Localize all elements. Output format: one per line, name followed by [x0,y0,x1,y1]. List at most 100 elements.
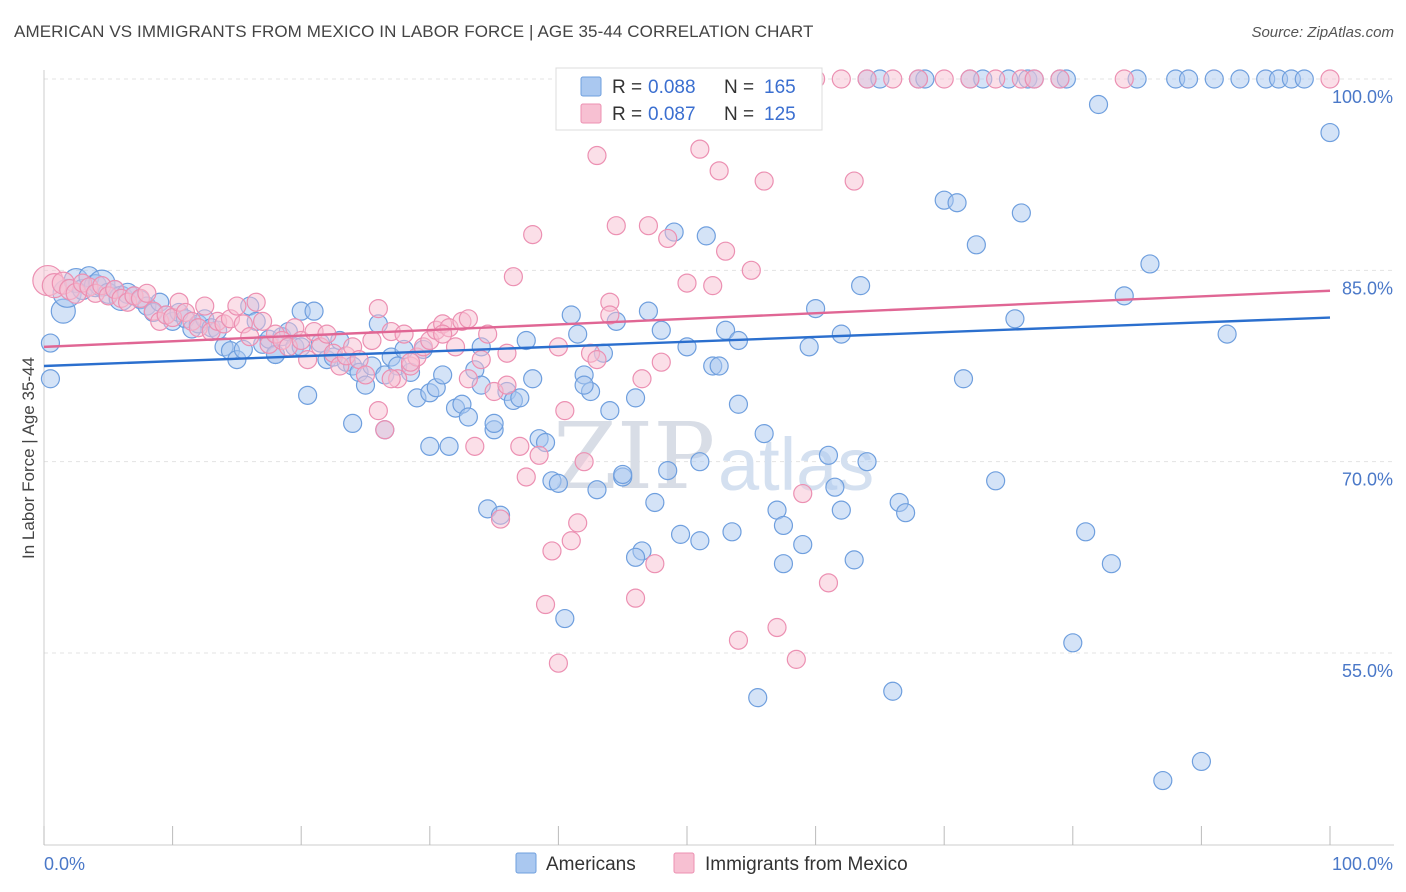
americans-point-103 [722,522,742,542]
legend-series-swatch-mexico [673,852,695,874]
mexico-point-24 [195,296,215,316]
legend-r-value-americans: 0.088 [648,77,696,98]
mexico-point-102 [715,241,736,261]
americans-point-0 [40,369,61,389]
americans-point-141 [1076,522,1096,542]
mexico-point-113 [831,69,851,89]
americans-point-128 [953,369,974,389]
mexico-point-74 [516,467,536,487]
mexico-points [32,69,1340,673]
mexico-point-119 [960,69,980,89]
mexico-point-15 [137,283,157,303]
legend-r-label-mexico: R = [612,104,642,125]
americans-point-113 [805,299,826,319]
legend-swatch-mexico [580,103,602,124]
americans-point-73 [510,388,530,408]
chart-source: Source: ZipAtlas.com [1251,24,1394,41]
mexico-point-124 [1114,69,1134,89]
mexico-point-49 [355,365,376,385]
americans-point-80 [561,305,581,325]
mexico-point-77 [535,594,556,615]
americans-point-132 [986,471,1006,491]
americans-point-106 [748,688,768,708]
mexico-point-81 [561,531,581,551]
americans-point-84 [587,480,607,500]
americans-point-163 [690,452,710,472]
axes [43,70,1394,846]
x-tick-label-min: 0.0% [44,854,85,874]
mexico-point-114 [844,171,864,191]
americans-point-114 [818,445,839,465]
americans-point-171 [516,330,536,351]
y-tick-label-1: 70.0% [1342,470,1393,490]
americans-point-146 [1140,254,1160,274]
legend-n-value-mexico: 125 [764,104,796,125]
americans-point-144 [1114,286,1134,306]
mexico-point-134 [368,299,388,319]
mexico-point-120 [986,69,1006,89]
americans-point-152 [1217,324,1237,344]
americans-point-109 [773,515,794,536]
y-tick-labels: 55.0% 70.0% 85.0% 100.0% [1332,87,1393,681]
americans-point-86 [600,401,620,421]
mexico-point-72 [503,267,523,287]
americans-point-98 [690,531,710,551]
trend-lines [43,289,1331,368]
legend-stats: R = 0.088 N = 165 R = 0.087 N = 125 [555,67,823,131]
americans-point-89 [625,388,646,408]
legend-swatch-americans [580,76,602,97]
mexico-point-79 [548,653,569,673]
mexico-point-33 [253,311,273,331]
mexico-point-118 [934,69,954,89]
americans-point-147 [1153,770,1173,791]
americans-point-104 [728,394,749,414]
mexico-point-76 [529,445,549,465]
mexico-point-50 [362,330,382,351]
americans-point-167 [831,324,851,344]
americans-point-162 [574,375,594,395]
mexico-point-55 [394,324,414,344]
legend-series-swatch-americans [515,852,537,874]
mexico-point-85 [587,145,607,166]
americans-point-92 [645,492,665,513]
americans-trend-line [43,316,1331,368]
mexico-point-127 [497,343,517,363]
mexico-point-99 [690,139,710,159]
mexico-point-94 [651,352,671,372]
legend-series: Americans Immigrants from Mexico [515,852,908,875]
americans-point-40 [298,385,318,405]
americans-point-116 [831,500,851,520]
mexico-point-93 [645,554,665,574]
americans-point-41 [304,301,324,321]
mexico-point-88 [606,216,626,236]
americans-point-79 [555,608,575,629]
mexico-point-126 [587,350,607,370]
y-tick-label-3: 100.0% [1332,87,1393,107]
mexico-point-91 [632,369,652,389]
legend-n-label-mexico: N = [724,104,754,125]
americans-point-127 [947,193,967,213]
americans-point-61 [433,365,453,385]
americans-point-107 [754,424,774,444]
mexico-point-65 [458,369,478,389]
americans-point-157 [1294,69,1314,89]
mexico-point-130 [381,369,401,389]
mexico-point-125 [1320,69,1340,89]
mexico-point-70 [490,509,511,529]
americans-point-173 [773,554,794,574]
americans-point-168 [420,436,440,456]
mexico-point-100 [703,276,723,296]
mexico-point-132 [433,324,453,344]
americans-point-94 [658,460,678,481]
mexico-point-32 [246,292,266,312]
mexico-point-107 [767,617,787,638]
americans-point-140 [1063,633,1083,653]
americans-point-78 [548,473,569,493]
americans-point-150 [1191,751,1212,772]
mexico-point-133 [458,309,478,329]
americans-point-62 [439,436,459,456]
americans-point-65 [458,407,478,427]
americans-point-111 [793,534,813,555]
legend-series-label-mexico: Immigrants from Mexico [705,854,908,875]
